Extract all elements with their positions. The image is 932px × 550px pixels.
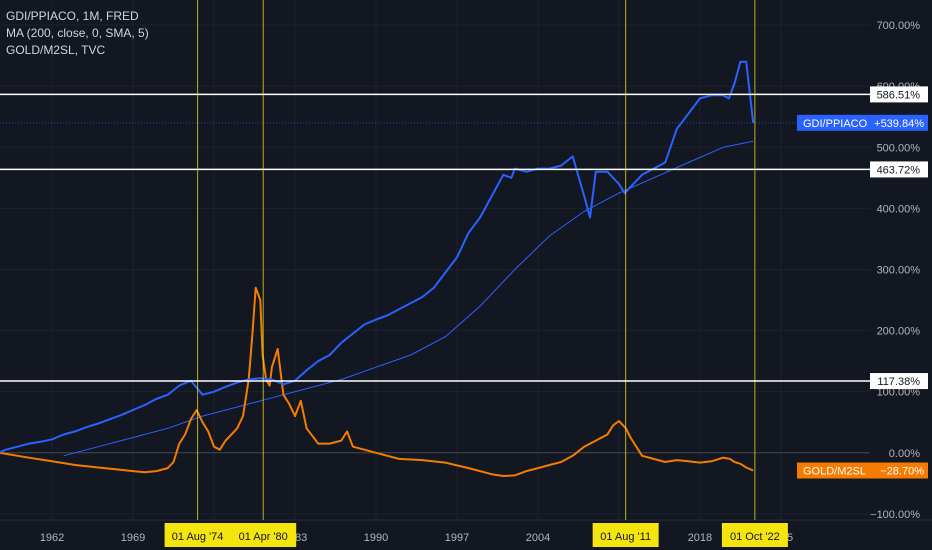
y-tick-label: 400.00%: [877, 203, 921, 215]
gold-m2sl-end-tag-name: GOLD/M2SL: [803, 466, 866, 478]
gold-m2sl-end-tag-value: −28.70%: [880, 466, 924, 478]
level-tag-background: [870, 161, 928, 178]
date-tag-label: 01 Apr '80: [239, 531, 288, 543]
x-tick-label: 2018: [688, 532, 712, 544]
x-tick-label: 2004: [526, 532, 550, 544]
date-tag-background: [592, 523, 659, 547]
chart-legend: GDI/PPIACO, 1M, FRED MA (200, close, 0, …: [6, 8, 149, 59]
x-tick-label: 1962: [40, 532, 64, 544]
gdi-ppiaco-end-tag-name: GDI/PPIACO: [803, 118, 868, 130]
date-tag-label: 01 Oct '22: [730, 531, 780, 543]
gold-m2sl-end-tag-background: [797, 462, 928, 479]
date-tag-label: 01 Aug '11: [600, 531, 651, 543]
y-tick-label: 100.00%: [877, 387, 921, 399]
level-tag-background: [870, 86, 928, 103]
legend-gdi-ppiaco: GDI/PPIACO, 1M, FRED: [6, 9, 139, 23]
x-tick-label: 1990: [364, 532, 388, 544]
y-tick-label: −100.00%: [870, 509, 920, 521]
y-tick-label: 500.00%: [877, 142, 921, 154]
series-gold-m2sl-line: [0, 286, 754, 477]
level-tag-background: [870, 373, 928, 390]
level-tag-label: 117.38%: [877, 376, 920, 388]
date-tag-background: [164, 523, 231, 547]
date-tag-background: [721, 523, 788, 547]
date-tag-background: [230, 523, 297, 547]
legend-moving-average: MA (200, close, 0, SMA, 5): [6, 26, 149, 40]
y-tick-label: 0.00%: [889, 448, 920, 460]
y-tick-label: 300.00%: [877, 264, 921, 276]
level-tag-label: 463.72%: [877, 164, 921, 176]
x-tick-label: 1997: [445, 532, 469, 544]
level-tag-label: 586.51%: [877, 89, 921, 101]
series-moving-average-line: [63, 140, 754, 457]
x-tick-label: 1969: [121, 532, 145, 544]
gdi-ppiaco-end-tag-background: [797, 114, 928, 131]
gdi-ppiaco-end-tag-value: +539.84%: [874, 118, 924, 130]
series-gdi-ppiaco-line: [0, 60, 755, 454]
date-tag-label: 01 Aug '74: [172, 531, 224, 543]
y-tick-label: 200.00%: [877, 326, 921, 338]
legend-gold-m2sl: GOLD/M2SL, TVC: [6, 43, 106, 57]
y-tick-label: 700.00%: [877, 20, 921, 32]
